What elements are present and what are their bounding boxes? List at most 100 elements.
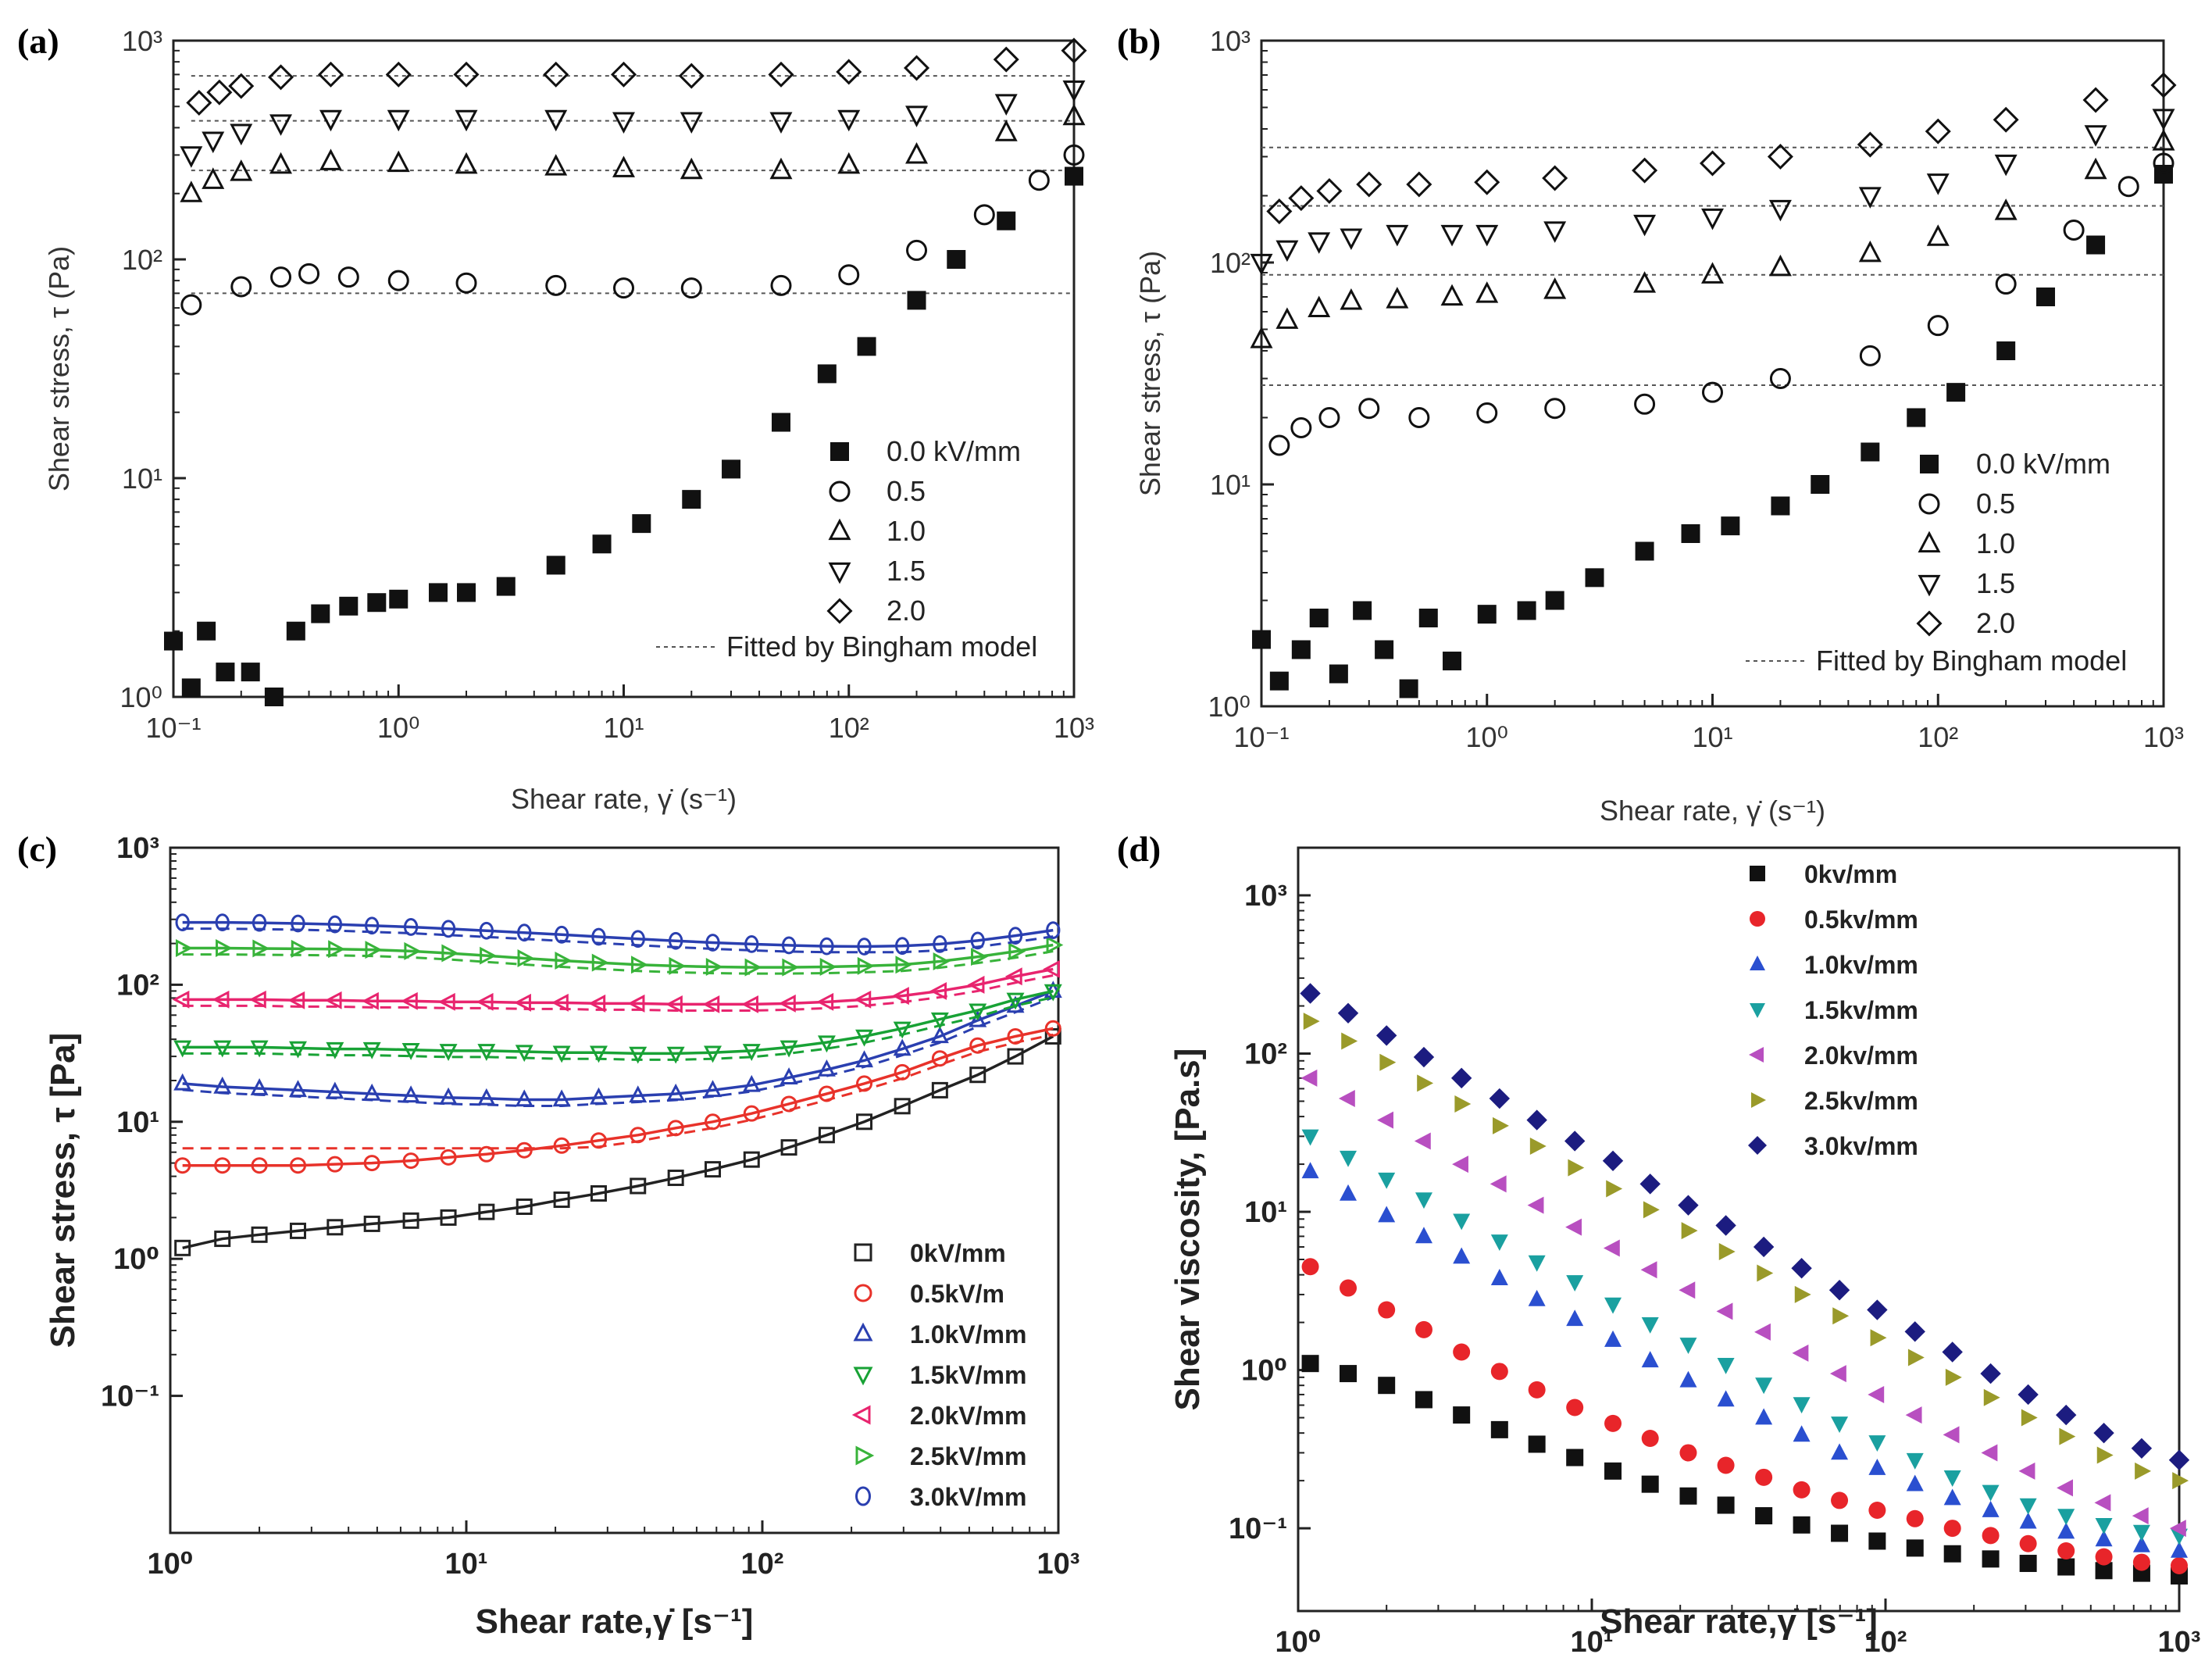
data-point bbox=[1634, 393, 1656, 415]
legend-marker bbox=[830, 442, 849, 461]
data-point bbox=[705, 1161, 722, 1178]
fit-curve bbox=[182, 1034, 1054, 1250]
data-point bbox=[680, 112, 703, 134]
data-point bbox=[2131, 1438, 2153, 1459]
data-point bbox=[590, 1132, 607, 1149]
data-point bbox=[591, 953, 609, 972]
data-point bbox=[1870, 1329, 1887, 1347]
data-point bbox=[1982, 1500, 2000, 1517]
data-point bbox=[769, 157, 793, 180]
data-point bbox=[906, 239, 928, 261]
data-point bbox=[1043, 959, 1060, 978]
data-point bbox=[206, 79, 233, 105]
data-point bbox=[933, 934, 947, 953]
data-point bbox=[362, 1041, 381, 1059]
data-point bbox=[248, 990, 266, 1009]
data-point bbox=[744, 934, 759, 953]
panel-label: (d) bbox=[1117, 829, 1161, 869]
data-point bbox=[781, 936, 797, 955]
data-point bbox=[264, 688, 284, 706]
data-point bbox=[403, 918, 419, 936]
series-0.5kV-m bbox=[174, 1020, 1061, 1174]
data-point bbox=[554, 925, 569, 944]
data-point bbox=[363, 1215, 380, 1232]
data-point bbox=[477, 1088, 496, 1106]
data-point bbox=[2084, 125, 2107, 147]
data-point bbox=[1490, 1234, 1508, 1252]
data-point bbox=[2117, 176, 2139, 198]
data-point bbox=[855, 1029, 874, 1047]
legend-fit-label: Fitted by Bingham model bbox=[1816, 645, 2127, 677]
data-point bbox=[1981, 1444, 1998, 1462]
data-point bbox=[555, 952, 573, 970]
data-point bbox=[1300, 1069, 1318, 1087]
data-point bbox=[589, 1087, 608, 1105]
data-point bbox=[930, 1026, 949, 1044]
data-point bbox=[1994, 198, 2018, 220]
data-point bbox=[1717, 1496, 1735, 1514]
data-point bbox=[1543, 221, 1567, 243]
data-point bbox=[1715, 1215, 1736, 1236]
data-point bbox=[197, 621, 216, 641]
x-axis-label: Shear rate,γ̇ [s⁻¹] bbox=[476, 1602, 754, 1641]
fit-curve bbox=[182, 989, 1054, 1056]
x-tick-label: 10¹ bbox=[1692, 721, 1732, 753]
x-tick-label: 10² bbox=[1918, 721, 1958, 753]
series-3.0kV-mm bbox=[175, 913, 1061, 956]
model-dashed-curve bbox=[182, 995, 1054, 1061]
data-point bbox=[363, 1155, 380, 1172]
data-point bbox=[1453, 1343, 1471, 1361]
data-point bbox=[905, 105, 929, 127]
data-point bbox=[252, 913, 267, 932]
legend-label: 1.0kv/mm bbox=[1804, 951, 1918, 979]
data-point bbox=[175, 939, 193, 958]
data-point bbox=[1378, 1301, 1396, 1319]
data-point bbox=[704, 1080, 722, 1098]
data-point bbox=[230, 123, 253, 146]
data-point bbox=[969, 1009, 987, 1027]
data-point bbox=[2021, 1409, 2038, 1427]
data-point bbox=[2059, 1427, 2076, 1445]
data-point bbox=[1945, 1368, 1962, 1386]
legend-marker bbox=[855, 1486, 871, 1506]
legend-marker bbox=[1750, 911, 1765, 927]
data-point bbox=[682, 490, 701, 509]
data-point bbox=[2153, 152, 2175, 174]
legend-marker bbox=[828, 562, 851, 584]
data-point bbox=[904, 55, 930, 81]
data-point bbox=[1356, 171, 1382, 198]
data-point bbox=[440, 1149, 457, 1166]
x-tick-label: 10¹ bbox=[445, 1548, 488, 1581]
data-point bbox=[705, 1113, 722, 1131]
data-point bbox=[1477, 605, 1497, 624]
data-point bbox=[1868, 1385, 1885, 1403]
data-point bbox=[778, 994, 796, 1013]
data-point bbox=[973, 204, 995, 226]
series-1.5kV-mm bbox=[173, 984, 1062, 1064]
y-tick-label: 10³ bbox=[1210, 25, 1250, 57]
data-point bbox=[1681, 1222, 1698, 1240]
data-point bbox=[929, 981, 947, 1000]
data-point bbox=[1996, 341, 2016, 361]
data-point bbox=[1006, 992, 1025, 1010]
data-point bbox=[1490, 1269, 1508, 1285]
data-point bbox=[1604, 1297, 1622, 1314]
series-1.0 bbox=[1250, 129, 2175, 348]
data-point bbox=[1639, 1174, 1661, 1195]
data-point bbox=[947, 250, 966, 269]
data-point bbox=[516, 1141, 533, 1159]
data-point bbox=[1252, 630, 1271, 649]
y-tick-label: 10⁰ bbox=[120, 681, 162, 713]
x-tick-label: 10⁰ bbox=[1275, 1626, 1322, 1654]
data-point bbox=[905, 141, 929, 164]
legend-label: 0.0 kV/mm bbox=[887, 435, 1021, 467]
data-point bbox=[202, 167, 225, 189]
data-point bbox=[1755, 1468, 1773, 1486]
data-point bbox=[612, 112, 635, 134]
series-2.0kv-mm bbox=[1300, 1069, 2186, 1538]
data-point bbox=[1716, 1302, 1733, 1320]
data-point bbox=[818, 1127, 835, 1144]
data-point bbox=[441, 920, 456, 938]
data-point bbox=[1386, 224, 1409, 247]
y-tick-label: 10⁰ bbox=[113, 1243, 159, 1276]
